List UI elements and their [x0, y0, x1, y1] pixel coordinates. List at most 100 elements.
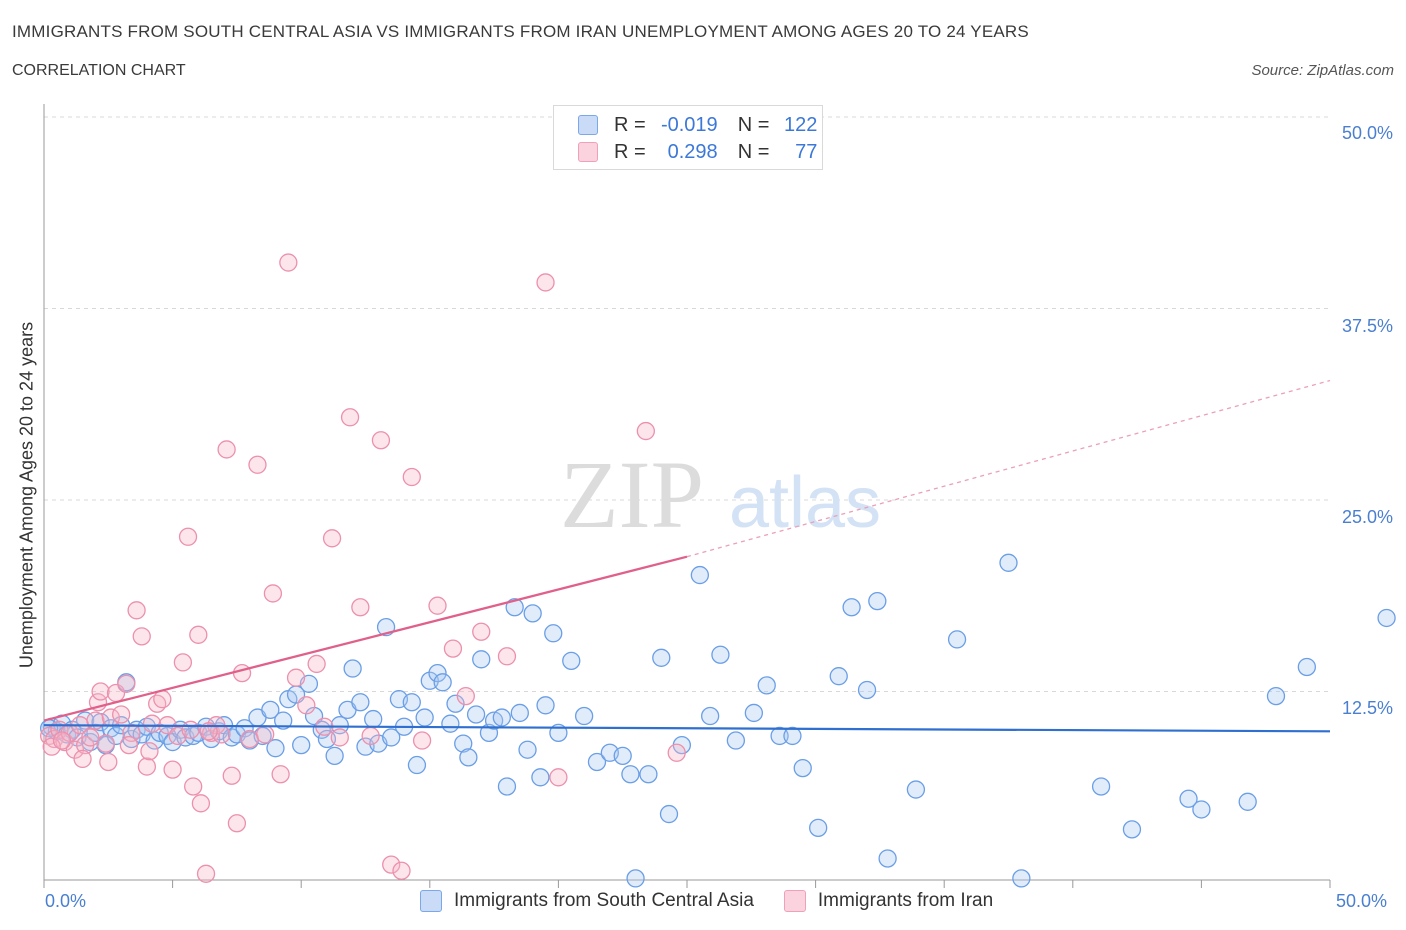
data-point [659, 804, 679, 824]
data-point [81, 732, 100, 752]
source-label: Source: ZipAtlas.com [1251, 62, 1394, 79]
data-point [562, 651, 581, 671]
data-point [140, 742, 159, 761]
legend-r-value: 0.298 [667, 140, 718, 163]
data-point [184, 777, 203, 796]
data-point [510, 703, 529, 723]
data-point [263, 584, 283, 603]
data-point [382, 728, 401, 747]
data-point [271, 765, 290, 784]
data-point [536, 273, 555, 292]
data-point [441, 714, 460, 733]
data-point [222, 766, 241, 785]
data-point [325, 746, 344, 765]
data-point [667, 743, 686, 762]
data-point [106, 726, 126, 746]
data-point [196, 864, 216, 883]
data-point [744, 703, 764, 723]
data-point [428, 596, 447, 615]
data-point [549, 768, 568, 787]
data-point [793, 758, 812, 778]
data-point [639, 765, 658, 784]
data-point [587, 752, 607, 772]
data-point [770, 726, 789, 746]
data-point [181, 720, 200, 739]
legend-n-label: N = [737, 140, 770, 163]
data-point [613, 746, 632, 765]
data-point [330, 728, 349, 747]
data-point [531, 768, 550, 787]
data-point [497, 777, 517, 796]
legend-r-label: R = [614, 140, 646, 163]
chart-title: IMMIGRANTS FROM SOUTH CENTRAL ASIA VS IM… [12, 22, 1029, 41]
data-point [142, 714, 162, 733]
data-point [1377, 608, 1396, 628]
data-point [392, 861, 411, 880]
stats-legend: R = -0.019 N = 122 R = 0.298 N = 77 [553, 105, 823, 170]
data-point [163, 760, 182, 779]
watermark-zip: ZIP [560, 441, 704, 548]
y-tick-label: 37.5% [1341, 316, 1393, 336]
data-point [454, 734, 473, 753]
data-point [407, 755, 427, 775]
series-legend: Immigrants from South Central Asia Immig… [420, 890, 1023, 912]
y-tick-label: 12.5% [1341, 698, 1393, 718]
data-point [492, 708, 511, 727]
data-point [700, 706, 720, 726]
legend-swatch-pink [783, 890, 806, 912]
legend-item-iran: Immigrants from Iran [783, 890, 994, 912]
legend-swatch-blue [578, 115, 598, 135]
data-point [472, 650, 491, 669]
data-point [829, 667, 848, 686]
legend-row-south-central-asia: R = -0.019 N = 122 [578, 113, 817, 137]
data-point [878, 849, 897, 868]
data-point [621, 765, 640, 784]
data-point [809, 818, 828, 837]
data-point [65, 740, 85, 759]
data-point [361, 726, 380, 746]
data-point [402, 693, 421, 712]
data-point [868, 591, 887, 611]
data-point [382, 855, 401, 874]
data-point [307, 654, 326, 674]
legend-n-label: N = [737, 113, 770, 136]
watermark-atlas: atlas [729, 463, 881, 543]
legend-r-label: R = [614, 113, 646, 136]
data-point [52, 731, 72, 750]
data-point [842, 598, 861, 617]
data-point [523, 604, 542, 623]
data-point [266, 739, 285, 758]
data-point [497, 647, 517, 666]
data-point [1012, 869, 1031, 888]
data-point [536, 696, 555, 715]
data-point [466, 705, 486, 724]
legend-label-south-central-asia: Immigrants from South Central Asia [454, 890, 754, 911]
data-point [222, 728, 241, 747]
data-point [1179, 789, 1198, 808]
data-point [518, 740, 537, 759]
data-point [446, 694, 465, 713]
data-point [415, 708, 434, 727]
data-point [1091, 777, 1111, 796]
data-point [1238, 792, 1257, 811]
data-point [191, 794, 211, 813]
data-point [711, 645, 730, 664]
data-point [402, 467, 421, 487]
legend-label-iran: Immigrants from Iran [817, 890, 994, 911]
data-point [1297, 657, 1317, 677]
data-point [343, 659, 362, 678]
legend-n-value: 77 [795, 140, 818, 163]
data-point [153, 690, 172, 709]
trend-line-south-central-asia [43, 724, 1331, 733]
data-point [351, 693, 370, 712]
data-point [137, 757, 157, 776]
data-point [81, 728, 100, 747]
legend-swatch-blue [420, 890, 442, 912]
data-point [178, 527, 198, 546]
data-point [42, 737, 61, 756]
data-point [574, 706, 594, 726]
data-point [173, 653, 193, 672]
data-point [286, 668, 306, 687]
y-axis-title: Unemployment Among Ages 20 to 24 years [16, 321, 37, 669]
